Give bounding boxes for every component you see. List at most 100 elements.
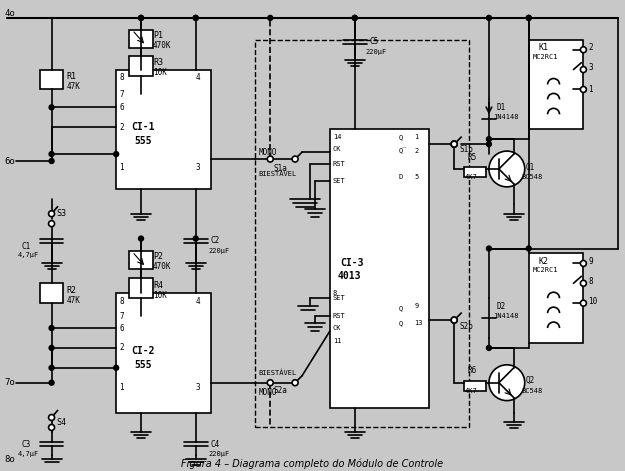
Text: 2: 2	[119, 123, 124, 132]
Text: Q: Q	[399, 134, 402, 140]
Circle shape	[139, 236, 144, 241]
Circle shape	[486, 16, 491, 20]
Text: Figura 4 – Diagrama completo do Módulo de Controle: Figura 4 – Diagrama completo do Módulo d…	[181, 458, 443, 469]
Text: CI-1: CI-1	[131, 122, 154, 132]
Bar	[116, 70, 211, 189]
Text: 2: 2	[414, 148, 419, 154]
Bar	[129, 278, 153, 298]
Text: C4: C4	[211, 440, 220, 449]
Circle shape	[193, 236, 198, 241]
Text: Q1: Q1	[526, 162, 535, 171]
Text: 2: 2	[119, 343, 124, 352]
Text: 1: 1	[119, 383, 124, 392]
Text: 1: 1	[414, 134, 419, 140]
Circle shape	[489, 151, 525, 187]
Text: R1: R1	[66, 72, 76, 81]
Bar	[529, 40, 583, 129]
Bar	[464, 167, 486, 177]
Text: 4K7: 4K7	[465, 388, 478, 394]
Text: 555: 555	[134, 360, 152, 370]
Text: 4K7: 4K7	[465, 174, 478, 180]
Text: R2: R2	[66, 286, 76, 295]
Text: C5: C5	[369, 37, 379, 46]
Text: 4,7μF: 4,7μF	[18, 252, 39, 259]
Text: BIESTÁVEL: BIESTÁVEL	[258, 370, 297, 376]
Text: SET: SET	[333, 295, 346, 301]
Circle shape	[49, 365, 54, 370]
Circle shape	[49, 159, 54, 163]
Text: R3: R3	[153, 58, 163, 67]
Text: 8o: 8o	[5, 455, 16, 464]
Text: S1a: S1a	[273, 164, 287, 173]
Bar	[129, 252, 153, 269]
Circle shape	[114, 152, 119, 156]
Circle shape	[49, 345, 54, 350]
Circle shape	[352, 16, 357, 20]
Text: S2a: S2a	[273, 386, 287, 395]
Text: 1: 1	[119, 162, 124, 171]
Circle shape	[581, 280, 586, 286]
Text: R5: R5	[467, 153, 476, 162]
Text: CK: CK	[333, 325, 341, 331]
Text: 1N4148: 1N4148	[493, 114, 518, 120]
Text: 13: 13	[414, 320, 423, 326]
Text: R6: R6	[467, 366, 476, 375]
Text: 6o: 6o	[5, 156, 16, 165]
Circle shape	[451, 141, 457, 147]
Text: C3: C3	[22, 440, 31, 449]
Circle shape	[581, 66, 586, 73]
Text: D: D	[399, 174, 402, 180]
Text: RST: RST	[333, 161, 346, 167]
Text: 1N4148: 1N4148	[493, 313, 518, 319]
Text: C2: C2	[211, 236, 220, 245]
Text: CK: CK	[333, 146, 341, 152]
Circle shape	[581, 47, 586, 53]
Bar	[39, 283, 64, 303]
Text: 1: 1	[588, 85, 593, 94]
Text: BIESTÁVEL: BIESTÁVEL	[258, 171, 297, 177]
Text: 8: 8	[588, 277, 593, 286]
Circle shape	[486, 246, 491, 251]
Text: RST: RST	[333, 313, 346, 319]
Text: 4: 4	[196, 297, 201, 306]
Text: MONO: MONO	[258, 388, 277, 397]
Text: BC548: BC548	[522, 388, 543, 394]
Circle shape	[526, 16, 531, 20]
Circle shape	[451, 317, 457, 323]
Text: 7: 7	[119, 90, 124, 99]
Text: 8: 8	[333, 290, 337, 296]
Text: P2: P2	[153, 252, 163, 261]
Text: 14: 14	[333, 134, 341, 140]
Circle shape	[486, 137, 491, 142]
Text: 6: 6	[119, 324, 124, 333]
Circle shape	[526, 246, 531, 251]
Text: 10K: 10K	[153, 68, 167, 77]
Circle shape	[581, 300, 586, 306]
Bar	[129, 56, 153, 75]
Text: D1: D1	[497, 103, 506, 112]
Text: 8: 8	[119, 73, 124, 82]
Circle shape	[292, 156, 298, 162]
Text: S2b: S2b	[459, 322, 473, 331]
Text: 470K: 470K	[153, 41, 171, 50]
Text: S3: S3	[56, 209, 66, 218]
Text: P1: P1	[153, 31, 163, 41]
Text: S4: S4	[56, 418, 66, 427]
Text: 7: 7	[119, 312, 124, 321]
Text: 5: 5	[414, 174, 419, 180]
Text: 3: 3	[588, 63, 593, 72]
Text: Q̅: Q̅	[399, 148, 407, 154]
Circle shape	[486, 345, 491, 350]
Circle shape	[581, 87, 586, 92]
Text: C1: C1	[22, 242, 31, 251]
Text: 47K: 47K	[66, 82, 81, 91]
Bar	[464, 381, 486, 390]
Text: 47K: 47K	[66, 296, 81, 305]
Circle shape	[139, 16, 144, 20]
Circle shape	[49, 424, 54, 430]
Bar	[529, 253, 583, 343]
Bar	[330, 129, 429, 407]
Text: R4: R4	[153, 281, 163, 290]
Circle shape	[49, 221, 54, 227]
Bar	[39, 70, 64, 89]
